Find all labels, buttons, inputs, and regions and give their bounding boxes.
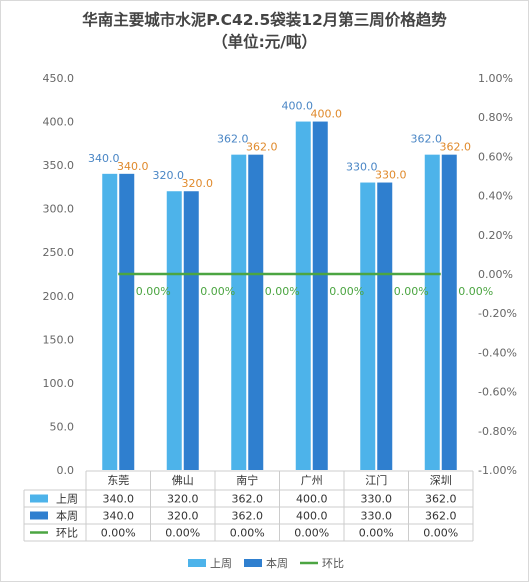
table-series-name: 环比 bbox=[56, 527, 78, 540]
bar-本周 bbox=[119, 173, 135, 471]
y2-tick-label: 0.80% bbox=[478, 111, 513, 124]
y2-tick-label: 0.60% bbox=[478, 150, 513, 163]
table-cell: 362.0 bbox=[425, 493, 457, 506]
data-label-环比: 0.00% bbox=[458, 285, 493, 298]
y-tick-label: 50.0 bbox=[50, 420, 75, 433]
chart-title: 华南主要城市水泥P.C42.5袋装12月第三周价格趋势 bbox=[82, 11, 447, 29]
chart-subtitle: （单位:元/吨） bbox=[212, 33, 317, 51]
table-cell: 340.0 bbox=[103, 493, 135, 506]
table-cell: 362.0 bbox=[232, 493, 264, 506]
data-label-环比: 0.00% bbox=[329, 285, 364, 298]
bar-上周 bbox=[166, 191, 182, 470]
bar-本周 bbox=[377, 182, 393, 471]
table-series-name: 本周 bbox=[56, 509, 78, 523]
data-label-环比: 0.00% bbox=[200, 285, 235, 298]
bar-上周 bbox=[360, 182, 376, 471]
legend-key bbox=[244, 559, 262, 567]
data-label-本周: 400.0 bbox=[311, 108, 343, 121]
data-label-本周: 362.0 bbox=[246, 141, 278, 154]
bar-上周 bbox=[231, 154, 247, 470]
y-tick-label: 150.0 bbox=[43, 333, 75, 346]
y2-tick-label: -0.20% bbox=[478, 307, 517, 320]
legend-entry: 环比 bbox=[322, 557, 344, 570]
y-tick-label: 0.0 bbox=[57, 464, 75, 477]
data-label-环比: 0.00% bbox=[136, 285, 171, 298]
x-category-label: 南宁 bbox=[236, 473, 258, 487]
data-label-环比: 0.00% bbox=[265, 285, 300, 298]
table-cell: 330.0 bbox=[361, 510, 393, 523]
data-label-上周: 362.0 bbox=[411, 133, 443, 146]
y2-tick-label: -1.00% bbox=[478, 464, 517, 477]
y-tick-label: 350.0 bbox=[43, 159, 75, 172]
y-tick-label: 300.0 bbox=[43, 203, 75, 216]
y2-tick-label: 0.20% bbox=[478, 229, 513, 242]
table-legend-key bbox=[30, 494, 48, 503]
table-cell: 0.00% bbox=[359, 527, 394, 540]
table-series-name: 上周 bbox=[56, 493, 78, 506]
x-category-label: 江门 bbox=[365, 473, 387, 487]
legend-key bbox=[188, 559, 206, 567]
bar-上周 bbox=[295, 121, 311, 471]
table-cell: 0.00% bbox=[294, 527, 329, 540]
y-tick-label: 450.0 bbox=[43, 72, 75, 85]
y2-tick-label: -0.80% bbox=[478, 425, 517, 438]
data-label-上周: 330.0 bbox=[346, 161, 378, 174]
bar-上周 bbox=[424, 154, 440, 470]
table-cell: 0.00% bbox=[423, 527, 458, 540]
data-label-上周: 320.0 bbox=[153, 169, 185, 182]
table-cell: 362.0 bbox=[425, 510, 457, 523]
y-tick-label: 400.0 bbox=[43, 116, 75, 129]
table-cell: 400.0 bbox=[296, 493, 328, 506]
data-label-上周: 362.0 bbox=[217, 133, 249, 146]
y-tick-label: 250.0 bbox=[43, 246, 75, 259]
table-cell: 340.0 bbox=[103, 510, 135, 523]
table-cell: 362.0 bbox=[232, 510, 264, 523]
data-label-环比: 0.00% bbox=[394, 285, 429, 298]
table-cell: 320.0 bbox=[167, 510, 199, 523]
bar-本周 bbox=[183, 191, 199, 470]
y2-tick-label: 1.00% bbox=[478, 72, 513, 85]
y-tick-label: 200.0 bbox=[43, 290, 75, 303]
y2-tick-label: -0.60% bbox=[478, 386, 517, 399]
data-label-上周: 340.0 bbox=[88, 152, 120, 165]
x-category-label: 深圳 bbox=[430, 474, 452, 487]
x-category-label: 佛山 bbox=[172, 474, 194, 487]
legend-entry: 本周 bbox=[266, 556, 288, 570]
legend-entry: 上周 bbox=[210, 557, 232, 570]
table-cell: 400.0 bbox=[296, 510, 328, 523]
table-cell: 320.0 bbox=[167, 493, 199, 506]
x-category-label: 广州 bbox=[301, 474, 323, 487]
bar-上周 bbox=[102, 173, 118, 471]
y2-tick-label: -0.40% bbox=[478, 346, 517, 359]
y2-tick-label: 0.40% bbox=[478, 190, 513, 203]
table-cell: 0.00% bbox=[165, 527, 200, 540]
x-category-label: 东莞 bbox=[107, 474, 129, 487]
bar-本周 bbox=[441, 154, 457, 470]
bar-本周 bbox=[312, 121, 328, 471]
bar-本周 bbox=[248, 154, 264, 470]
table-cell: 0.00% bbox=[230, 527, 265, 540]
table-cell: 0.00% bbox=[101, 527, 136, 540]
data-label-本周: 320.0 bbox=[182, 177, 214, 190]
table-legend-key bbox=[30, 511, 48, 520]
y-tick-label: 100.0 bbox=[43, 377, 75, 390]
data-label-上周: 400.0 bbox=[282, 100, 314, 113]
data-label-本周: 362.0 bbox=[440, 141, 472, 154]
data-label-本周: 330.0 bbox=[375, 169, 407, 182]
data-label-本周: 340.0 bbox=[117, 160, 149, 173]
y2-tick-label: 0.00% bbox=[478, 268, 513, 281]
table-cell: 330.0 bbox=[361, 493, 393, 506]
